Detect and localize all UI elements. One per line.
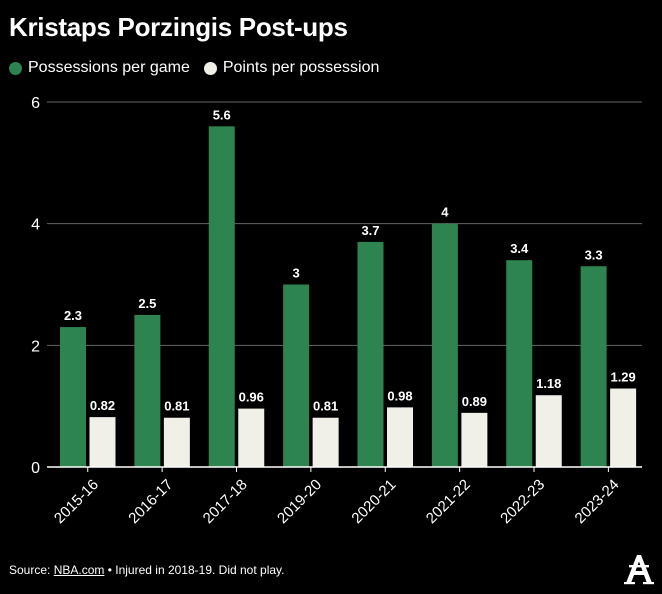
data-label-possessions: 2.3: [64, 308, 82, 323]
bar-possessions: [506, 260, 533, 467]
bar-possessions: [431, 223, 458, 467]
footer: Source: NBA.com • Injured in 2018-19. Di…: [9, 563, 284, 577]
bar-possessions: [134, 314, 161, 467]
data-label-points: 0.81: [313, 399, 338, 414]
y-tick-label: 6: [31, 95, 40, 112]
y-tick-label: 2: [31, 338, 40, 355]
bar-points: [387, 407, 413, 467]
source-link[interactable]: NBA.com: [53, 563, 105, 577]
data-label-points: 1.29: [610, 370, 635, 385]
legend-swatch-possessions: [9, 61, 22, 75]
athletic-a-logo-icon: [624, 555, 654, 585]
x-tick-label: 2021-22: [423, 476, 474, 527]
data-label-points: 0.96: [239, 390, 264, 405]
legend-label-points: Points per possession: [222, 59, 380, 76]
data-label-points: 1.18: [536, 376, 561, 391]
bar-possessions: [283, 284, 310, 467]
chart-title: Kristaps Porzingis Post-ups: [9, 12, 348, 42]
bar-possessions: [580, 266, 607, 467]
x-tick-label: 2016-17: [125, 476, 176, 527]
data-label-points: 0.82: [90, 398, 115, 413]
x-tick-label: 2015-16: [51, 476, 102, 527]
bar-points: [238, 408, 265, 467]
legend-item-possessions: Possessions per game: [9, 59, 190, 77]
bar-points: [610, 388, 637, 467]
bar-possessions: [208, 126, 235, 467]
data-label-points: 0.98: [387, 388, 412, 403]
data-label-possessions: 3.7: [361, 223, 379, 238]
y-tick-label: 0: [31, 460, 40, 477]
source-label: Source:: [9, 563, 54, 577]
footer-note: • Injured in 2018-19. Did not play.: [104, 563, 285, 577]
legend-swatch-points: [203, 61, 217, 75]
data-label-possessions: 3.3: [585, 247, 603, 262]
data-label-possessions: 2.5: [138, 296, 156, 311]
bar-points: [89, 417, 116, 467]
bar-points: [535, 395, 562, 467]
x-tick-label: 2020-21: [348, 476, 399, 527]
data-label-possessions: 5.6: [213, 107, 231, 122]
legend-label-possessions: Possessions per game: [28, 59, 190, 76]
x-tick-label: 2019-20: [274, 476, 325, 527]
bar-points: [163, 417, 190, 467]
data-label-possessions: 4: [441, 205, 449, 220]
y-tick-label: 4: [31, 217, 40, 234]
bar-possessions: [357, 241, 384, 467]
x-tick-label: 2022-23: [497, 476, 548, 527]
data-label-points: 0.81: [164, 399, 189, 414]
data-label-points: 0.89: [462, 394, 487, 409]
legend: Possessions per game Points per possessi…: [9, 59, 393, 77]
x-tick-label: 2017-18: [200, 476, 251, 527]
bar-possessions: [60, 327, 86, 467]
data-label-possessions: 3.4: [510, 241, 529, 256]
x-tick-label: 2023-24: [572, 476, 623, 527]
bar-points: [461, 412, 488, 467]
legend-item-points: Points per possession: [203, 59, 380, 77]
data-label-possessions: 3: [293, 266, 300, 281]
bar-points: [312, 417, 339, 467]
